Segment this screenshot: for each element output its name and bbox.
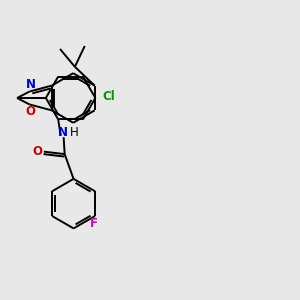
Text: O: O (25, 105, 35, 119)
Text: H: H (70, 126, 79, 139)
Text: F: F (90, 218, 98, 230)
Text: N: N (58, 126, 68, 139)
Text: Cl: Cl (103, 91, 116, 103)
Text: N: N (26, 78, 35, 91)
Text: O: O (32, 145, 42, 158)
